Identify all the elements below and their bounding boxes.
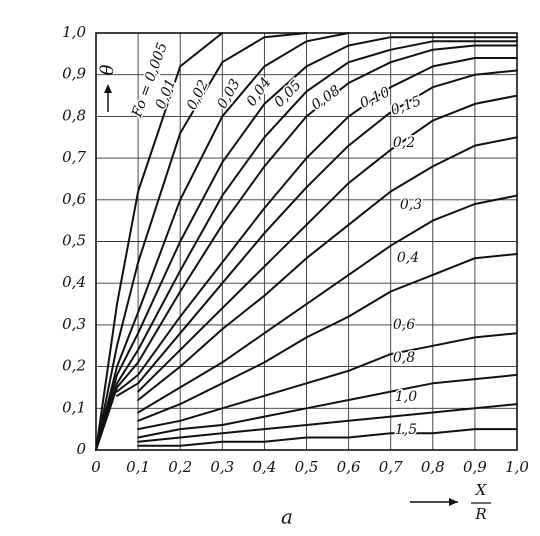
x-tick-label: 0,1 xyxy=(126,458,150,476)
curve xyxy=(95,44,518,451)
curve-label: 0,2 xyxy=(393,135,415,151)
x-tick-label: 0,5 xyxy=(295,458,319,476)
x-tick-label: 0,3 xyxy=(210,458,234,476)
curve xyxy=(95,32,308,451)
curve xyxy=(95,36,518,451)
curve-label: 0,8 xyxy=(393,350,415,366)
y-tick-label: 0,8 xyxy=(62,106,86,124)
y-tick-label: 0,9 xyxy=(62,65,86,83)
curve xyxy=(137,428,518,447)
x-tick-label: 1,0 xyxy=(505,458,529,476)
y-tick-label: 0,6 xyxy=(62,190,86,208)
y-tick-label: 0,3 xyxy=(62,315,86,333)
curve xyxy=(137,136,518,401)
y-tick-label: 0,4 xyxy=(62,273,86,291)
y-tick-label: 0,5 xyxy=(62,232,86,250)
x-fraction-numerator: X xyxy=(475,481,488,499)
y-tick-label: 0,2 xyxy=(62,357,86,375)
curve xyxy=(95,32,224,451)
curve xyxy=(95,32,350,451)
curve xyxy=(95,40,518,451)
y-tick-label: 0,1 xyxy=(62,398,86,416)
x-tick-label: 0,6 xyxy=(337,458,361,476)
y-tick-label: 1,0 xyxy=(62,23,86,41)
x-tick-label: 0,8 xyxy=(421,458,445,476)
curve-label: 1,0 xyxy=(395,389,417,405)
y-tick-label: 0,7 xyxy=(62,148,86,166)
curve-label: 0,3 xyxy=(400,197,422,213)
curve xyxy=(137,403,518,443)
x-tick-label: 0,7 xyxy=(379,458,403,476)
x-tick-label: 0,9 xyxy=(463,458,487,476)
y-axis-label: θ xyxy=(97,64,118,75)
curve xyxy=(137,94,518,393)
curve xyxy=(137,194,518,414)
curve xyxy=(116,57,518,393)
curve-label: 0,6 xyxy=(393,317,415,333)
curve xyxy=(137,253,518,422)
x-arrow-head xyxy=(449,498,458,506)
x-tick-label: 0,4 xyxy=(252,458,276,476)
curve-label: 0,4 xyxy=(397,250,419,266)
curve xyxy=(137,332,518,431)
x-tick-label: 0,2 xyxy=(168,458,192,476)
curve-label: 1,5 xyxy=(395,422,417,438)
x-fraction-denominator: R xyxy=(474,505,486,523)
y-arrow-head xyxy=(104,84,112,93)
x-axis-label: a xyxy=(281,505,293,529)
curve xyxy=(116,69,518,397)
x-tick-label: 0 xyxy=(91,458,101,476)
y-tick-label: 0 xyxy=(76,440,86,458)
curve xyxy=(137,373,518,439)
